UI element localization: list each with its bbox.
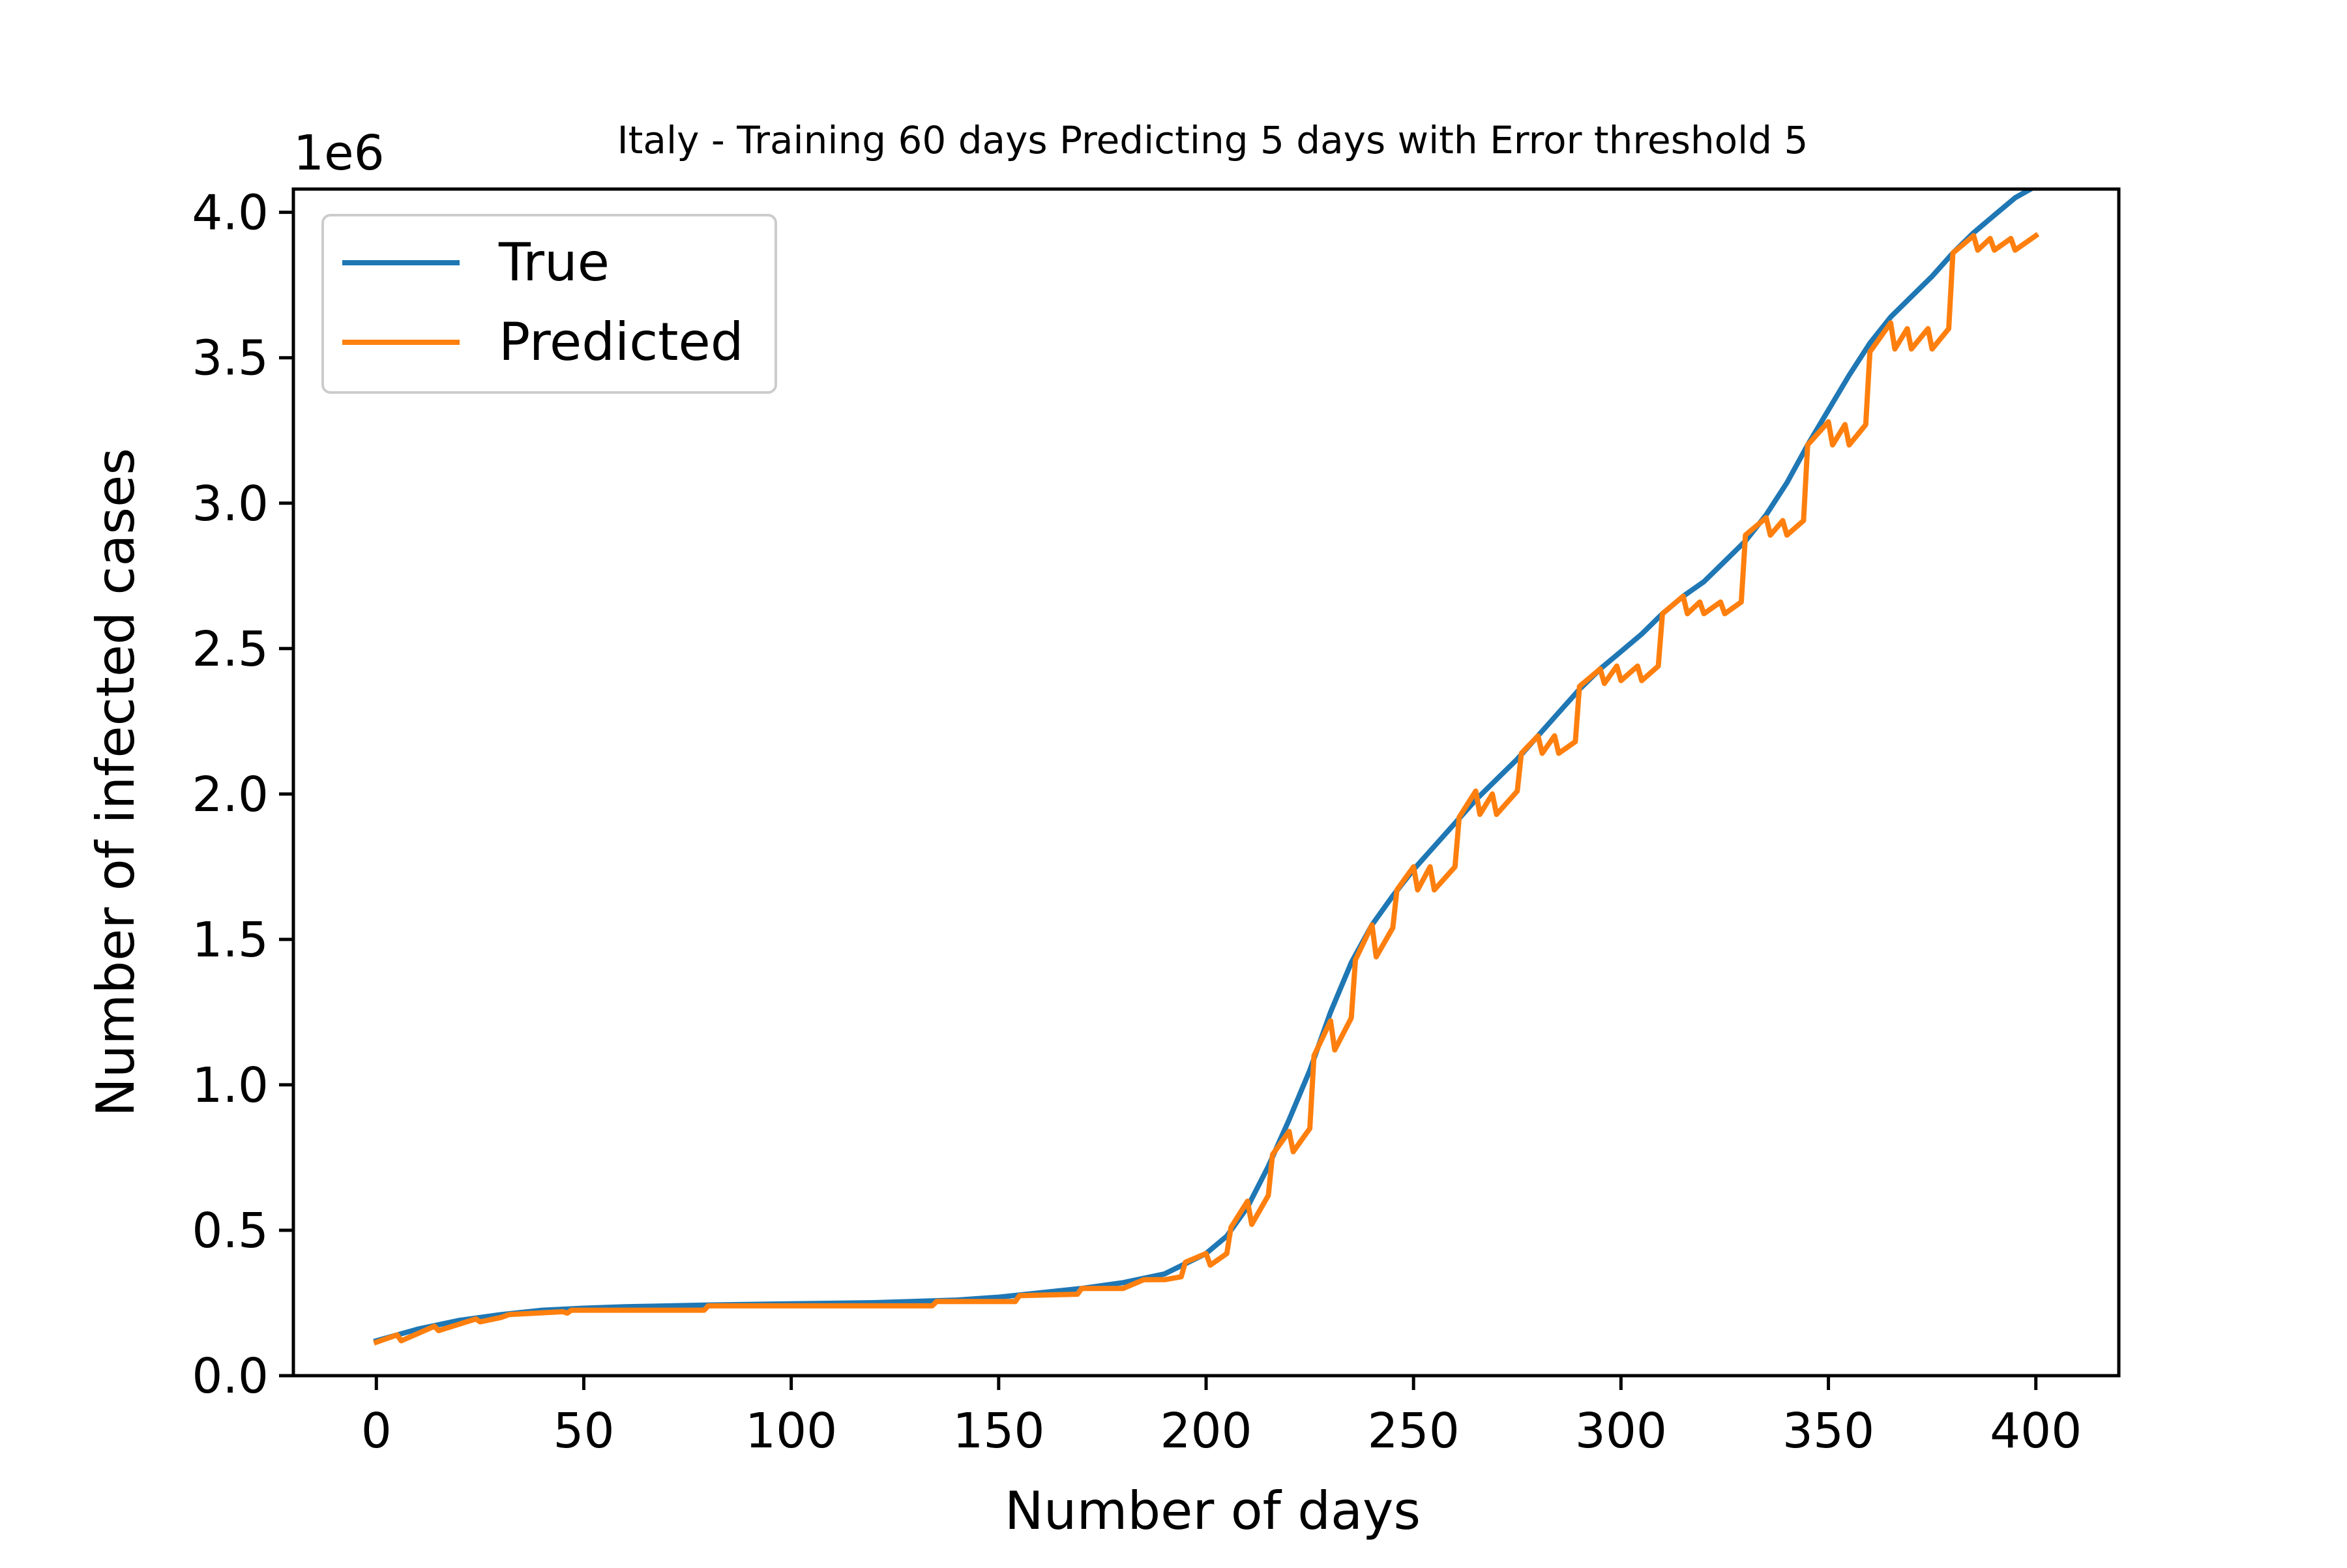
x-tick-label: 350 <box>1782 1403 1874 1459</box>
series-layer <box>373 189 2040 1346</box>
y-tick-label: 4.0 <box>192 185 269 241</box>
x-tick-label: 400 <box>1990 1403 2082 1459</box>
series-line-true <box>373 189 2036 1344</box>
y-tick-label: 0.5 <box>192 1203 269 1259</box>
y-tick-label: 3.5 <box>192 331 269 387</box>
x-tick-label: 300 <box>1575 1403 1667 1459</box>
x-tick-label: 250 <box>1368 1403 1460 1459</box>
y-tick-label: 2.0 <box>192 767 269 823</box>
x-tick-label: 0 <box>361 1403 392 1459</box>
legend-label-true: True <box>498 232 610 293</box>
series-line-predicted <box>373 231 2040 1346</box>
y-tick-label: 2.5 <box>192 621 269 677</box>
y-tick-label: 1.5 <box>192 912 269 968</box>
x-axis-label: Number of days <box>1005 1481 1421 1541</box>
chart-title: Italy - Training 60 days Predicting 5 da… <box>617 118 1808 162</box>
y-tick-label: 1.0 <box>192 1058 269 1114</box>
x-tick-label: 200 <box>1160 1403 1252 1459</box>
x-tick-label: 100 <box>745 1403 837 1459</box>
y-axis-offset-label: 1e6 <box>293 125 385 181</box>
legend-label-predicted: Predicted <box>499 312 744 372</box>
y-axis-ticks: 0.0 0.5 1.0 1.5 2.0 2.5 3.0 3.5 4.0 <box>192 185 293 1404</box>
x-axis-ticks: 0 50 100 150 200 250 300 350 400 <box>361 1376 2082 1459</box>
legend: True Predicted <box>321 214 777 394</box>
y-tick-label: 0.0 <box>192 1348 269 1404</box>
legend-frame <box>321 214 777 394</box>
y-axis-label: Number of infected cases <box>85 448 146 1117</box>
y-tick-label: 3.0 <box>192 476 269 532</box>
x-tick-label: 150 <box>952 1403 1044 1459</box>
x-tick-label: 50 <box>553 1403 614 1459</box>
